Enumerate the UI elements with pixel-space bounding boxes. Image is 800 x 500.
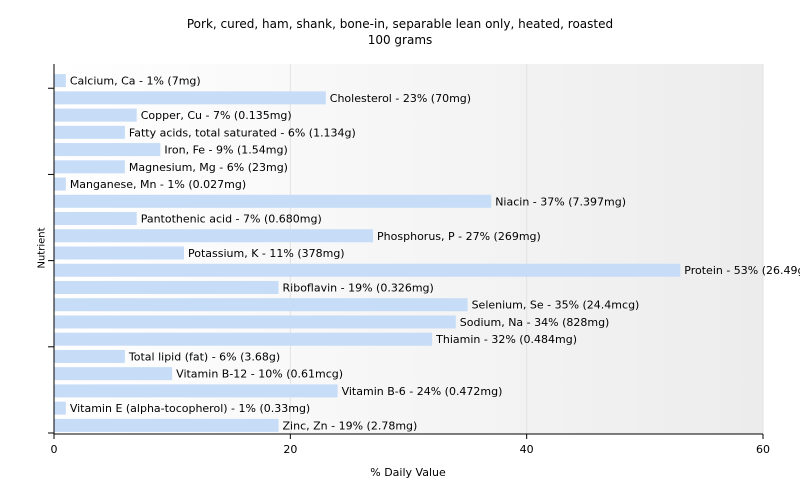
bar	[54, 108, 137, 122]
bar-data-label: Calcium, Ca - 1% (7mg)	[70, 75, 201, 88]
bar	[54, 125, 125, 139]
x-tick-label: 60	[756, 443, 770, 456]
bar-data-label: Fatty acids, total saturated - 6% (1.134…	[129, 126, 356, 139]
bar	[54, 280, 279, 294]
bar	[54, 194, 492, 208]
x-tick-label: 20	[283, 443, 297, 456]
x-tick-label: 40	[520, 443, 534, 456]
bar-data-label: Riboflavin - 19% (0.326mg)	[283, 281, 434, 294]
bar	[54, 212, 137, 226]
bar-data-label: Vitamin B-6 - 24% (0.472mg)	[342, 385, 503, 398]
bar	[54, 298, 468, 312]
bar	[54, 229, 374, 243]
chart-subtitle: 100 grams	[367, 33, 433, 47]
bar-data-label: Protein - 53% (26.49g)	[684, 264, 800, 277]
chart-title: Pork, cured, ham, shank, bone-in, separa…	[186, 17, 614, 31]
bar	[54, 332, 433, 346]
bar	[54, 177, 66, 191]
bar-data-label: Sodium, Na - 34% (828mg)	[460, 316, 610, 329]
bar-data-label: Phosphorus, P - 27% (269mg)	[377, 230, 541, 243]
bar-data-label: Copper, Cu - 7% (0.135mg)	[141, 109, 292, 122]
bar-data-label: Zinc, Zn - 19% (2.78mg)	[283, 419, 418, 432]
bar-data-label: Vitamin B-12 - 10% (0.61mcg)	[176, 368, 343, 381]
bar	[54, 367, 173, 381]
bar-data-label: Niacin - 37% (7.397mg)	[495, 195, 626, 208]
bar-data-label: Total lipid (fat) - 6% (3.68g)	[128, 350, 280, 363]
bar	[54, 349, 125, 363]
bar	[54, 401, 66, 415]
bar-data-label: Manganese, Mn - 1% (0.027mg)	[70, 178, 246, 191]
bar	[54, 263, 681, 277]
x-axis-label: % Daily Value	[370, 466, 446, 479]
bar-data-label: Potassium, K - 11% (378mg)	[188, 247, 345, 260]
bar-data-label: Selenium, Se - 35% (24.4mcg)	[472, 299, 640, 312]
bar-data-label: Cholesterol - 23% (70mg)	[330, 92, 471, 105]
bar	[54, 315, 456, 329]
bar	[54, 74, 66, 88]
bar	[54, 160, 125, 174]
bar	[54, 246, 184, 260]
bar	[54, 418, 279, 432]
bar-data-label: Iron, Fe - 9% (1.54mg)	[164, 144, 287, 157]
bar	[54, 91, 326, 105]
bar-data-label: Thiamin - 32% (0.484mg)	[435, 333, 577, 346]
bar	[54, 143, 161, 157]
bar-data-label: Pantothenic acid - 7% (0.680mg)	[141, 213, 322, 226]
x-tick-label: 0	[51, 443, 58, 456]
bar-data-label: Magnesium, Mg - 6% (23mg)	[129, 161, 288, 174]
bar	[54, 384, 338, 398]
bar-data-label: Vitamin E (alpha-tocopherol) - 1% (0.33m…	[70, 402, 310, 415]
